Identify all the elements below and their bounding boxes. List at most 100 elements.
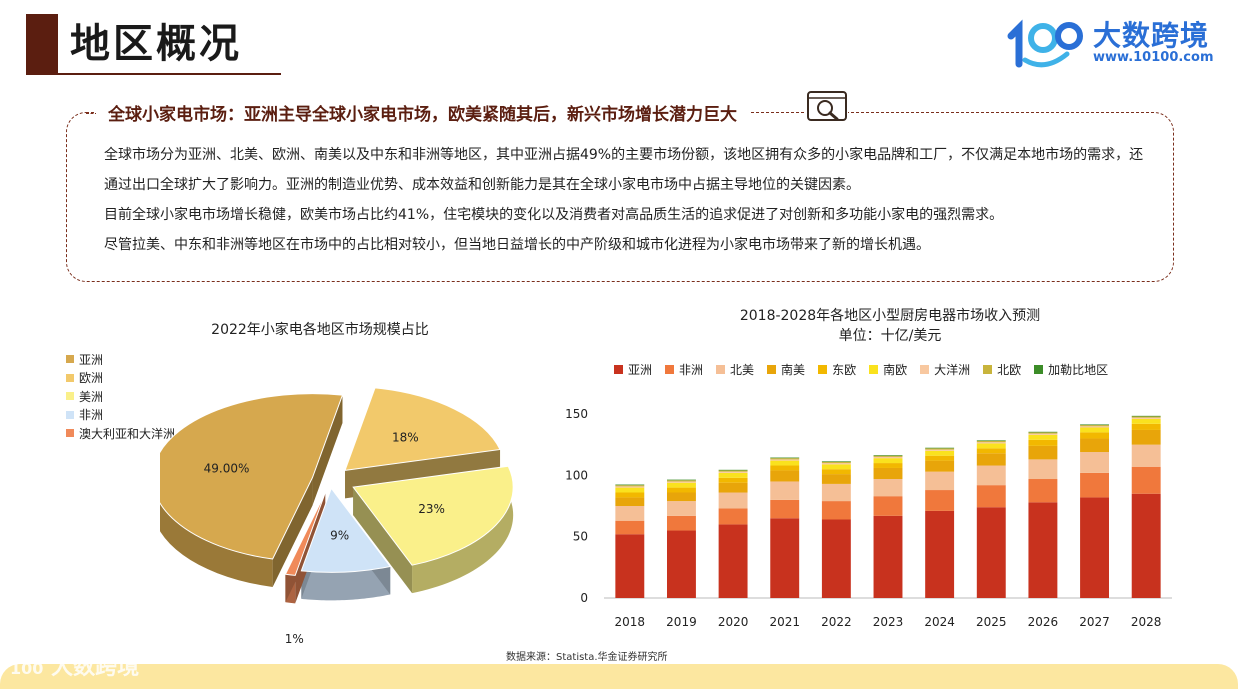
legend-item: 澳大利亚和大洋洲 [66, 424, 175, 443]
bar-legend-item: 南美 [767, 361, 805, 378]
bar-segment [1080, 497, 1110, 598]
panel-body: 全球市场分为亚洲、北美、欧洲、南美以及中东和非洲等地区，其中亚洲占据49%的主要… [104, 140, 1154, 260]
bar-chart-subtitle: 单位：十亿/美元 [838, 328, 942, 344]
bar-segment [718, 492, 748, 509]
bar-segment [1080, 427, 1110, 433]
title-underline [26, 73, 281, 75]
pie-data-label: 9% [330, 528, 349, 542]
bar-segment [666, 487, 696, 493]
heading-dash [86, 113, 98, 114]
bar-legend-label: 非洲 [679, 363, 704, 377]
pie-chart-title: 2022年小家电各地区市场规模占比 [211, 322, 429, 338]
bar-legend-swatch [665, 365, 675, 374]
bar-segment [1131, 493, 1161, 598]
bar-legend-label: 北欧 [997, 363, 1022, 377]
legend-label: 非洲 [79, 408, 104, 423]
bar-segment [976, 440, 1006, 443]
bar-segment [925, 448, 955, 450]
pie-slice-0 [160, 393, 344, 560]
bar-segment [873, 515, 903, 598]
bar-segment [821, 461, 851, 464]
bar-segment [925, 450, 955, 456]
bar-legend-swatch [716, 365, 726, 374]
bar-legend-label: 北美 [730, 363, 755, 377]
legend-label: 美洲 [79, 389, 104, 404]
bar-segment [821, 519, 851, 598]
bar-legend-label: 南美 [781, 363, 806, 377]
brand-logo: 大数跨境 www.10100.com [1005, 14, 1225, 70]
bar-segment [925, 447, 955, 449]
bar-segment [821, 464, 851, 470]
bar-segment [770, 518, 800, 598]
y-tick-label: 150 [565, 407, 588, 421]
bar-segment [873, 496, 903, 516]
bar-segment [1131, 416, 1161, 418]
bar-segment [1080, 426, 1110, 428]
bar-segment [718, 508, 748, 525]
bar-segment [976, 453, 1006, 466]
bar-segment [873, 456, 903, 459]
legend-swatch [66, 410, 74, 419]
legend-item: 非洲 [66, 406, 175, 425]
pie-data-label: 18% [392, 431, 419, 445]
bar-segment [976, 448, 1006, 454]
bar-segment [1080, 472, 1110, 498]
bar-segment [1028, 479, 1058, 503]
bar-segment [1080, 424, 1110, 426]
bar-segment [1131, 429, 1161, 445]
bar-segment [718, 472, 748, 478]
bar-chart-title-block: 2018-2028年各地区小型厨房电器市场收入预测 单位：十亿/美元 [690, 306, 1090, 346]
bar-segment [666, 479, 696, 481]
magnifier-icon [806, 86, 848, 124]
bar-legend-swatch [920, 365, 930, 374]
bar-segment [976, 443, 1006, 449]
bar-segment [615, 497, 645, 506]
bar-segment [666, 481, 696, 483]
legend-item: 欧洲 [66, 369, 175, 388]
legend-label: 澳大利亚和大洋洲 [79, 426, 176, 441]
bar-segment [666, 480, 696, 482]
bar-segment [976, 440, 1006, 441]
bar-segment [666, 501, 696, 516]
pie-slice-2 [352, 465, 514, 566]
bar-segment [718, 524, 748, 598]
x-tick-label: 2026 [1028, 615, 1059, 629]
brand-url: www.10100.com [1093, 50, 1214, 65]
bar-legend-item: 大洋洲 [920, 361, 970, 378]
bar-segment [1028, 433, 1058, 435]
pie-data-label: 23% [418, 502, 445, 516]
x-tick-label: 2023 [873, 615, 904, 629]
bar-segment [821, 463, 851, 465]
bar-segment [615, 520, 645, 535]
paragraph: 目前全球小家电市场增长稳健，欧美市场占比约41%，住宅模块的变化以及消费者对高品… [104, 207, 1004, 223]
bar-legend-label: 大洋洲 [934, 363, 971, 377]
bar-legend-label: 南欧 [883, 363, 908, 377]
pie-slice-1 [344, 387, 501, 471]
bar-chart: 0 50 100 150 2018 2019 2020 2021 2022 2023 2024 202… [565, 407, 1172, 629]
data-source: 数据来源：Statista.华金证券研究所 [506, 652, 668, 663]
bar-segment [873, 479, 903, 497]
pie-slice-4 [284, 492, 326, 576]
bar-segment [615, 485, 645, 487]
bar-segment [873, 455, 903, 457]
paragraph: 尽管拉美、中东和非洲等地区在市场中的占比相对较小，但当地日益增长的中产阶级和城市… [104, 237, 930, 253]
legend-swatch [66, 392, 74, 401]
bar-legend-swatch [614, 365, 623, 374]
x-tick-label: 2021 [769, 615, 800, 629]
bar-segment [770, 460, 800, 466]
bar-segment [821, 483, 851, 502]
bar-segment [1028, 445, 1058, 460]
bar-legend-item: 北美 [716, 361, 754, 378]
watermark: 100 大数跨境 [10, 649, 139, 681]
panel-heading: 全球小家电市场：亚洲主导全球小家电市场，欧美紧随其后，新兴市场增长潜力巨大 [96, 100, 749, 125]
legend-label: 亚洲 [79, 352, 104, 367]
bar-segment [1131, 415, 1161, 417]
bar-segment [1131, 418, 1161, 424]
watermark-text: 大数跨境 [51, 655, 140, 680]
bar-segment [666, 482, 696, 488]
bar-segment [1028, 439, 1058, 446]
bar-segment [976, 507, 1006, 598]
x-tick-label: 2019 [666, 615, 697, 629]
bar-segment [925, 449, 955, 451]
bar-segment [1028, 432, 1058, 434]
